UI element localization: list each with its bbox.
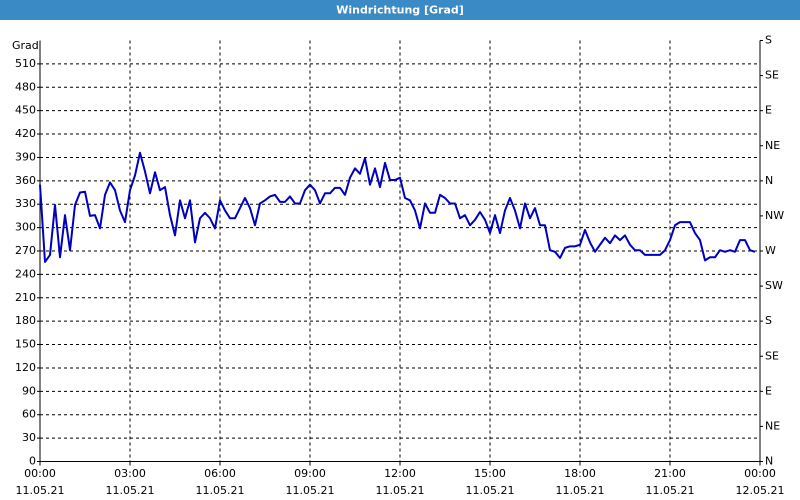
y2-tick-label: E: [765, 384, 772, 397]
y2-tick-label: E: [765, 104, 772, 117]
y-tick-label: 450: [15, 104, 36, 117]
x-tick-date: 11.05.21: [646, 484, 695, 497]
y2-tick-label: S: [765, 314, 772, 327]
x-tick-label: 03:00: [114, 467, 146, 480]
y2-tick-label: SW: [765, 279, 783, 292]
x-tick-label: 15:00: [474, 467, 506, 480]
y-tick-label: 90: [22, 384, 36, 397]
x-tick-date: 11.05.21: [466, 484, 515, 497]
y-tick-label: 120: [15, 361, 36, 374]
x-tick-label: 18:00: [564, 467, 596, 480]
y-tick-label: 240: [15, 267, 36, 280]
x-tick-date: 11.05.21: [16, 484, 65, 497]
y2-tick-label: NE: [765, 139, 780, 152]
y-tick-label: 390: [15, 150, 36, 163]
x-tick-date: 12.05.21: [736, 484, 785, 497]
y2-tick-label: N: [765, 174, 773, 187]
y2-tick-label: SE: [765, 69, 779, 82]
y2-tick-label: NW: [765, 209, 784, 222]
x-tick-label: 06:00: [204, 467, 236, 480]
y2-tick-label: N: [765, 455, 773, 468]
y-tick-label: 150: [15, 338, 36, 351]
y-tick-label: 60: [22, 408, 36, 421]
y2-tick-label: S: [765, 34, 772, 47]
y-tick-label: 0: [29, 455, 36, 468]
x-tick-label: 00:00: [744, 467, 776, 480]
y-tick-label: 510: [15, 57, 36, 70]
y-tick-label: 480: [15, 80, 36, 93]
chart-title: Windrichtung [Grad]: [336, 4, 464, 17]
x-tick-date: 11.05.21: [106, 484, 155, 497]
x-tick-date: 11.05.21: [376, 484, 425, 497]
y-tick-label: 210: [15, 291, 36, 304]
y-tick-label: 300: [15, 221, 36, 234]
y-axis-label: Grad: [12, 39, 39, 52]
y-tick-label: 270: [15, 244, 36, 257]
y2-tick-label: W: [765, 244, 776, 257]
data-line: [39, 151, 756, 263]
x-tick-date: 11.05.21: [196, 484, 245, 497]
y2-tick-label: NE: [765, 419, 780, 432]
x-tick-label: 21:00: [654, 467, 686, 480]
x-tick-label: 12:00: [384, 467, 416, 480]
x-tick-label: 00:00: [24, 467, 56, 480]
y-tick-label: 360: [15, 174, 36, 187]
x-tick-date: 11.05.21: [556, 484, 605, 497]
x-tick-label: 09:00: [294, 467, 326, 480]
y-tick-label: 180: [15, 314, 36, 327]
x-tick-date: 11.05.21: [286, 484, 335, 497]
y2-tick-label: SE: [765, 349, 779, 362]
y-tick-label: 420: [15, 127, 36, 140]
y-tick-label: 30: [22, 431, 36, 444]
title-bar: [0, 0, 800, 20]
y-tick-label: 330: [15, 197, 36, 210]
